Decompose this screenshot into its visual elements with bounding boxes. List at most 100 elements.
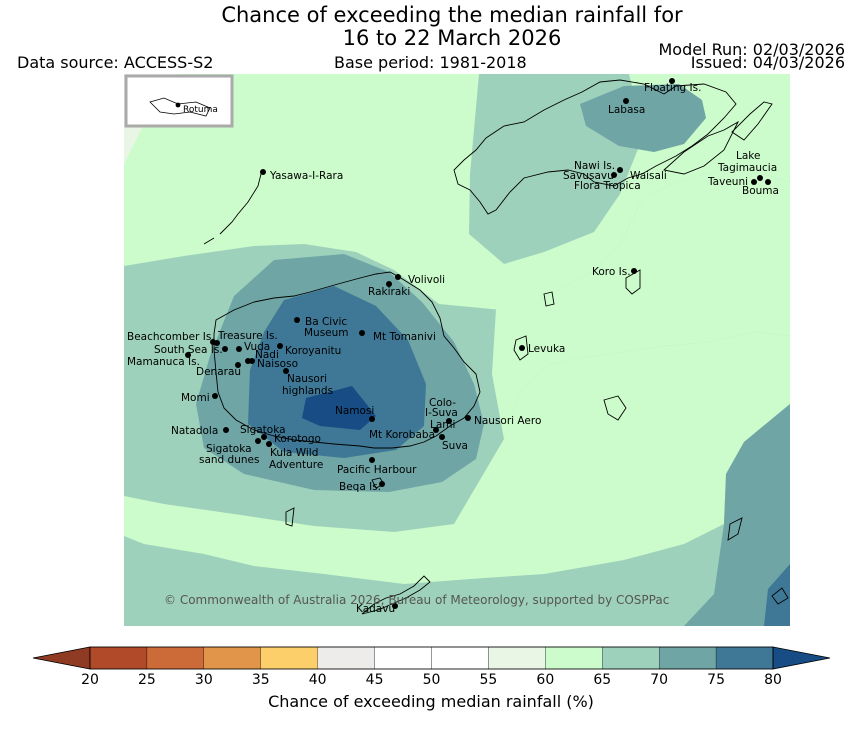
colorbar-cell: [659, 646, 717, 670]
coast-lau: [771, 587, 789, 605]
base-period: Base period: 1981-2018: [334, 53, 527, 72]
coast-viti-levu: [213, 271, 481, 449]
rotuma-label: Rotuma: [183, 105, 218, 115]
label-colo-1: Colo-: [429, 397, 456, 409]
label-korobaba: Mt Korobaba: [369, 429, 435, 441]
colorbar-tick-label: 30: [194, 672, 213, 688]
colorbar-cell: [260, 646, 318, 670]
colorbar-cell: [488, 646, 546, 670]
colorbar-cell: [715, 646, 774, 670]
label-suva: Suva: [442, 440, 468, 452]
label-tomanivi: Mt Tomanivi: [373, 331, 436, 343]
label-bouma: Bouma: [742, 185, 779, 197]
colorbar-cell: [203, 646, 261, 670]
zone-65-south: [124, 332, 790, 584]
colorbar-cell: [431, 646, 489, 670]
colorbar-tick-label: 20: [81, 672, 99, 688]
label-lake: Lake: [736, 150, 760, 162]
coast-nairai: [543, 291, 555, 307]
label-sigatoka: Sigatoka: [240, 424, 286, 436]
colorbar-low-extension: [32, 646, 91, 670]
zone-85-namosi: [302, 386, 376, 430]
colorbar-high-extension: [772, 646, 831, 670]
issued-date: Issued: 04/03/2026: [690, 53, 845, 72]
label-ba-civic-2: Museum: [304, 327, 349, 339]
label-flora: Flora Tropica: [574, 180, 641, 192]
label-levuka: Levuka: [528, 343, 565, 355]
label-denarau: Denarau: [196, 366, 241, 378]
label-south-sea: South Sea Is.: [154, 344, 223, 356]
label-nausori-aero: Nausori Aero: [474, 415, 541, 427]
label-namosi: Namosi: [335, 405, 374, 417]
label-savusavu: Savusavu: [563, 170, 614, 182]
label-waisali: Waisali: [630, 170, 667, 182]
colorbar-label: Chance of exceeding median rainfall (%): [268, 692, 594, 711]
rotuma-marker: [175, 102, 181, 108]
coast-moala: [727, 517, 743, 541]
coast-ovalau: [513, 335, 529, 361]
coast-gau: [603, 395, 627, 421]
zone-75-southeast: [684, 404, 790, 626]
label-labasa: Labasa: [608, 104, 645, 116]
colorbar-cell: [545, 646, 603, 670]
place-labels: Floating Is. Labasa Yasawa-I-Rara Nawi I…: [127, 82, 779, 615]
colorbar-tick-label: 70: [650, 672, 669, 688]
coast-vanua-levu-east: [663, 120, 740, 175]
zone-65-east: [492, 166, 790, 439]
label-nausori-high-2: highlands: [282, 385, 333, 397]
colorbar-cell: [602, 646, 660, 670]
zone-75-labasa: [580, 84, 706, 152]
label-tagimaucia: Tagimaucia: [717, 162, 777, 174]
colorbar-cells: [89, 646, 774, 670]
rainfall-map: Rotuma Floating Is. Labasa Yasawa-I-Rara…: [124, 74, 790, 626]
label-nadi: Nadi: [255, 349, 279, 361]
colorbar-cell: [374, 646, 432, 670]
label-taveuni: Taveuni: [707, 176, 748, 188]
label-nausori-high-1: Nausori: [287, 373, 327, 385]
label-pacific: Pacific Harbour: [337, 464, 417, 476]
label-beachcomber: Beachcomber Is.: [127, 331, 215, 343]
copyright-notice: © Commonwealth of Australia 2026, Bureau…: [164, 593, 669, 607]
coast-taveuni: [731, 101, 773, 141]
colorbar-tick-label: 25: [137, 672, 156, 688]
label-floating: Floating Is.: [644, 82, 701, 94]
colorbar: [32, 646, 831, 670]
label-beqa: Beqa Is.: [339, 481, 381, 493]
label-colo-2: I-Suva: [425, 407, 458, 419]
label-kula-2: Adventure: [269, 459, 323, 471]
place-markers: [185, 78, 771, 609]
colorbar-tick-label: 60: [536, 672, 555, 688]
data-source: Data source: ACCESS-S2: [17, 53, 214, 72]
colorbar-tick-label: 40: [308, 672, 327, 688]
label-vuda: Vuda: [244, 341, 270, 353]
colorbar-tick-label: 65: [593, 672, 612, 688]
label-kadavu: Kadavu: [356, 603, 395, 615]
zone-80-southeast: [764, 564, 790, 626]
coast-koro: [625, 269, 641, 295]
chart-title-line2: 16 to 22 March 2026: [342, 26, 562, 50]
label-koroyanitu: Koroyanitu: [285, 345, 341, 357]
label-ba-civic-1: Ba Civic: [305, 316, 347, 328]
colorbar-frame: [89, 646, 774, 670]
label-sig-dunes-2: sand dunes: [199, 454, 259, 466]
colorbar-tick-label: 55: [479, 672, 498, 688]
coast-vatulele: [285, 507, 295, 527]
colorbar-tick-label: 35: [251, 672, 270, 688]
colorbar-tick-label: 50: [422, 672, 441, 688]
colorbar-cell: [146, 646, 204, 670]
label-rakiraki: Rakiraki: [368, 286, 410, 298]
label-korotogo: Korotogo: [274, 433, 321, 445]
label-sig-dunes-1: Sigatoka: [206, 443, 252, 455]
label-naisoso: Naisoso: [257, 358, 298, 370]
label-momi: Momi: [181, 392, 210, 404]
colorbar-cell: [89, 646, 148, 670]
coast-yasawa: [203, 169, 263, 245]
label-koro: Koro Is.: [592, 266, 631, 278]
model-run: Model Run: 02/03/2026: [658, 40, 846, 59]
rotuma-inset: Rotuma: [124, 74, 234, 128]
colorbar-tick-label: 80: [764, 672, 782, 688]
zone-80-viti: [248, 286, 426, 458]
label-yasawa: Yasawa-I-Rara: [269, 170, 343, 182]
rotuma-island-outline: [149, 97, 211, 117]
colorbar-cell: [317, 646, 375, 670]
